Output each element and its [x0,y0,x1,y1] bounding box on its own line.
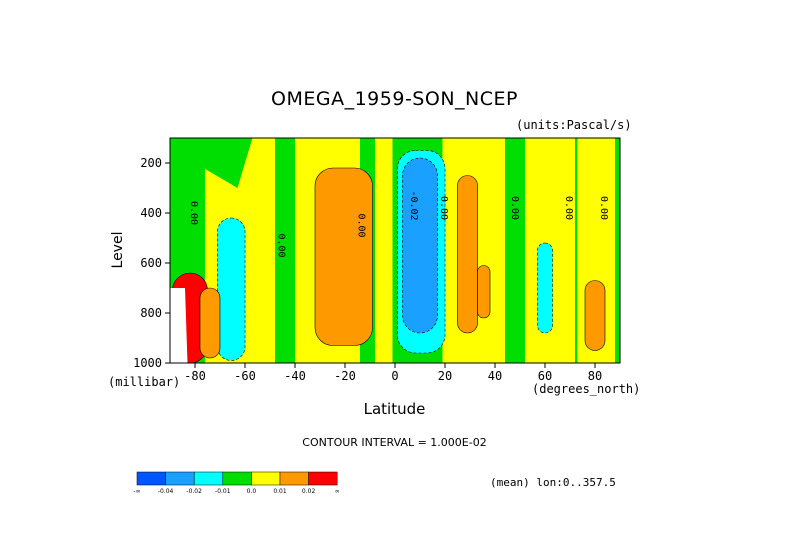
contour-label: 0.00 [438,196,449,220]
contour-label: 0.00 [275,233,286,257]
x-axis-unit: (degrees_north) [532,382,641,396]
contour-region [402,157,438,334]
x-tick-label: 60 [538,369,552,383]
x-tick-label: 40 [488,369,502,383]
contour-region [477,265,491,319]
y-axis-unit: (millibar) [108,375,181,389]
y-tick-label: 400 [140,206,162,220]
contour-label: 0.00 [355,213,366,237]
contour-label: 0.00 [563,196,574,220]
contour-label: 0.00 [509,196,520,220]
x-tick-label: -40 [284,369,306,383]
contour-region [457,175,478,334]
negative-wedge [180,138,253,188]
positive-band [375,138,393,363]
contour-label: 0.00 [598,196,609,220]
contour-region [217,217,246,361]
contour-label: 0.00 [188,201,199,225]
units-label: (units:Pascal/s) [516,118,632,132]
x-tick-label: -20 [334,369,356,383]
field-layer: 0.00 0.00 0.00 -0.02 0.00 0.00 0.00 0.00 [170,138,620,363]
y-tick-label: 1000 [133,356,162,370]
contour-region [537,242,553,334]
x-tick-label: -60 [234,369,256,383]
mean-longitude-note: (mean) lon:0..357.5 [490,476,616,489]
x-tick-label: 20 [438,369,452,383]
x-tick-label: 80 [588,369,602,383]
y-tick-label: 800 [140,306,162,320]
x-axis-title: Latitude [363,400,426,418]
y-axis-title: Level [110,231,126,269]
chart-title: OMEGA_1959-SON_NCEP [271,88,518,110]
contour-region [199,287,221,359]
x-tick-label: -80 [184,369,206,383]
y-tick-label: 200 [140,156,162,170]
missing-data-region [170,288,188,363]
contour-region [314,167,373,346]
contour-label: -0.02 [408,190,419,220]
contour-region [584,280,606,351]
x-tick-label: 0 [391,369,398,383]
y-tick-label: 600 [140,256,162,270]
contour-interval-note: CONTOUR INTERVAL = 1.000E-02 [302,436,487,449]
